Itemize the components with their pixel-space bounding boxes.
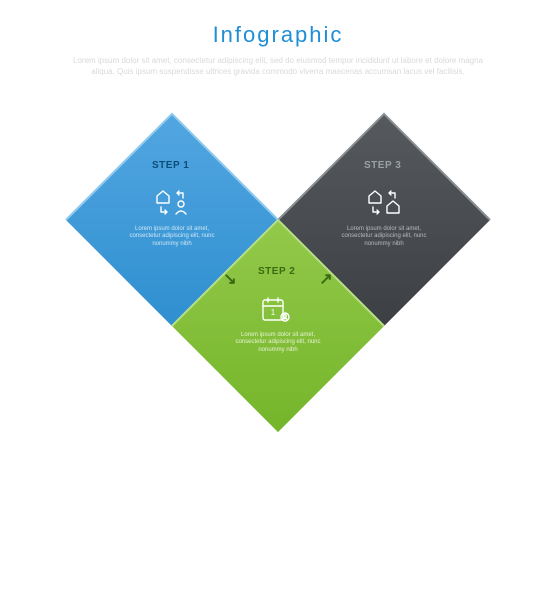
step-2-label: STEP 2	[258, 266, 295, 277]
step-3-label: STEP 3	[364, 160, 401, 171]
step-1-body: Lorem ipsum dolor sit amet, consectetur …	[124, 226, 220, 249]
arrow-out-right-icon: ↗	[319, 271, 332, 288]
step-2-body: Lorem ipsum dolor sit amet, consectetur …	[230, 332, 326, 355]
infographic-stage: 1 ↘ ↗ STEP 1 Lorem ipsum dolor sit amet,…	[0, 106, 556, 446]
page-subtitle: Lorem ipsum dolor sit amet, consectetur …	[63, 56, 493, 78]
svg-text:1: 1	[271, 308, 276, 317]
arrow-in-left-icon: ↘	[223, 271, 236, 288]
step-1-label: STEP 1	[152, 160, 189, 171]
page-title: Infographic	[0, 22, 556, 48]
step-3-body: Lorem ipsum dolor sit amet, consectetur …	[336, 226, 432, 249]
